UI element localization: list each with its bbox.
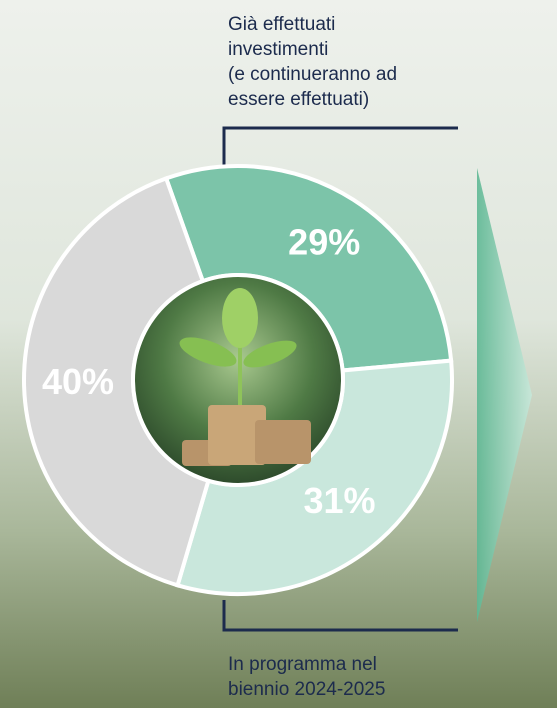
- annotation: In programma nel: [228, 654, 377, 675]
- annotation: (e continueranno ad: [228, 64, 397, 85]
- value-label: 40%: [42, 361, 114, 402]
- annotation: Già effettuati: [228, 14, 335, 35]
- annotation: investimenti: [228, 39, 328, 60]
- annotation: biennio 2024-2025: [228, 679, 385, 700]
- infographic: 29% 31% 40% Già effettuati investimenti (e c…: [0, 0, 557, 708]
- leaf: [222, 288, 258, 348]
- value-label: 31%: [304, 480, 376, 521]
- center-image: [133, 275, 343, 485]
- annotation: essere effettuati): [228, 89, 369, 110]
- coins: [255, 420, 311, 464]
- value-label: 29%: [288, 222, 360, 263]
